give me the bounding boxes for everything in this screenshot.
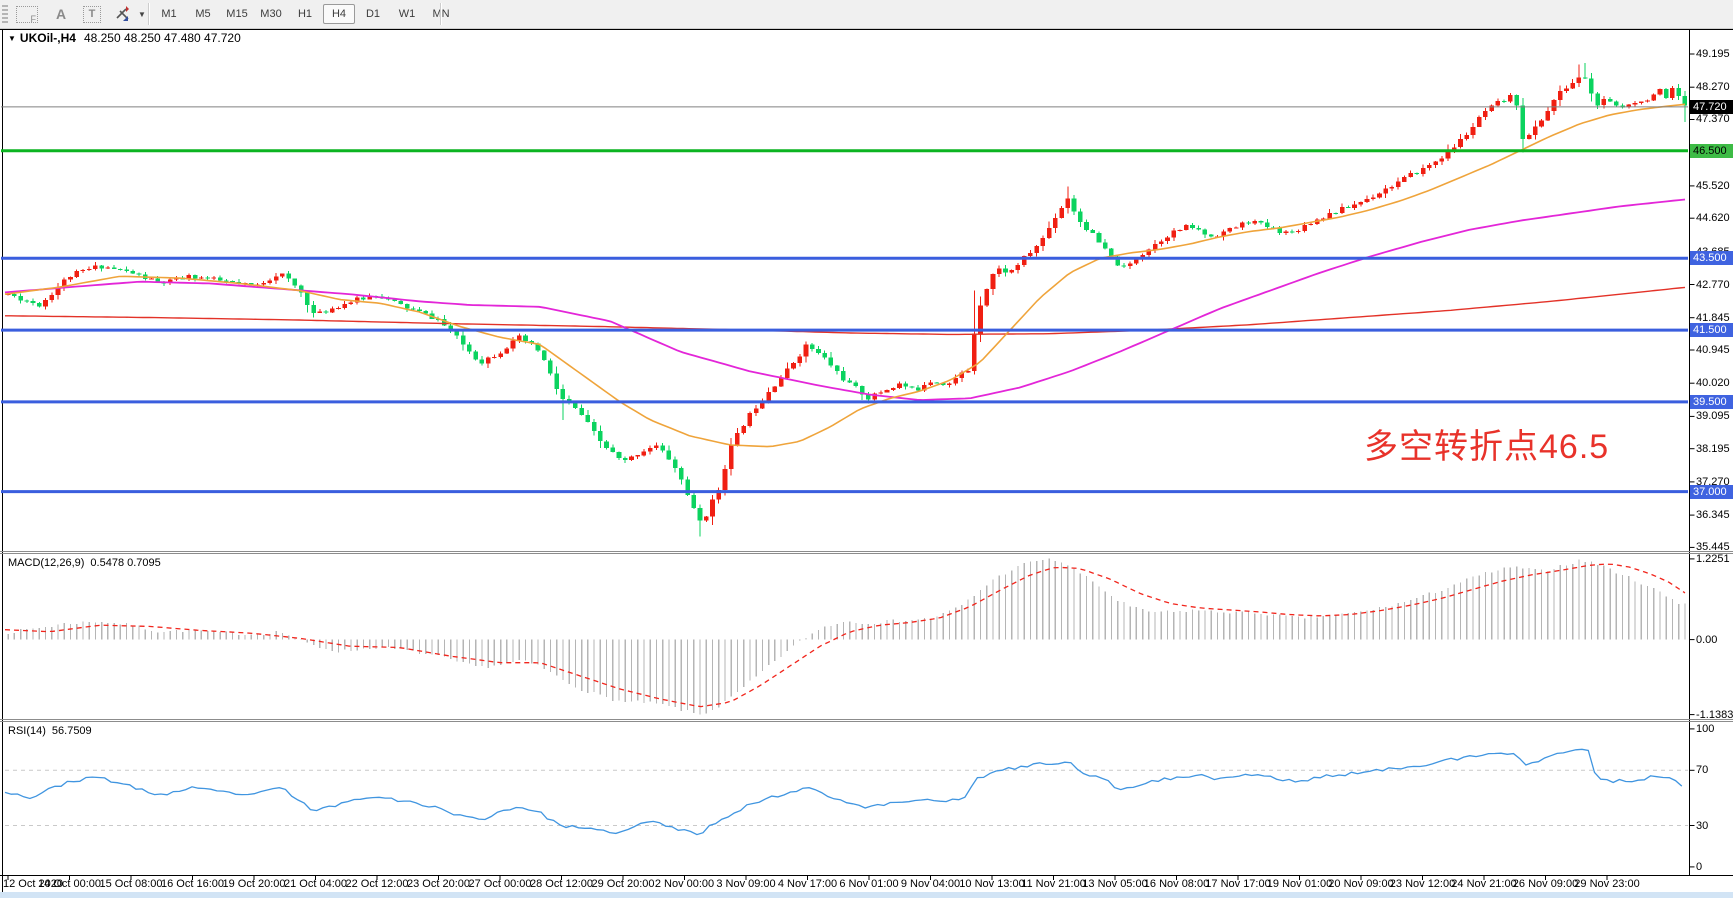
macd-values: 0.5478 0.7095 — [90, 557, 161, 569]
chart-annotation: 多空转折点46.5 — [1364, 428, 1610, 466]
cursor-arrows-icon[interactable] — [112, 3, 134, 25]
rsi-name: RSI(14) — [8, 725, 46, 737]
chevron-down-icon[interactable]: ▼ — [138, 9, 146, 19]
toolbar: F A T ▼ M1M5M15M30H1H4D1W1MN — [0, 0, 1733, 29]
dotted-box: F — [16, 5, 38, 24]
ma-slow-red — [5, 286, 1686, 336]
toolbar-separator — [148, 3, 150, 25]
timeframe-button-m15[interactable]: M15 — [226, 8, 248, 20]
symbol-period-label: UKOil-,H4 — [19, 31, 76, 45]
status-strip — [0, 892, 1733, 898]
font-grid-icon[interactable]: F — [12, 3, 42, 25]
text-box-icon-label: T — [88, 8, 96, 20]
text-annotation-icon[interactable]: A — [50, 3, 72, 25]
ma-mid-magenta — [4, 198, 1686, 401]
rsi-values: 56.7509 — [51, 725, 92, 737]
timeframe-button-w1[interactable]: W1 — [398, 8, 416, 20]
candlestick-series — [5, 62, 1688, 537]
macd-label: MACD(12,26,9) 0.5478 0.7095 — [8, 557, 161, 569]
timeframe-button-m30[interactable]: M30 — [260, 8, 282, 20]
chart-title: ▼ UKOil-,H4 48.250 48.250 47.480 47.720 — [8, 31, 241, 45]
timeframe-button-h1[interactable]: H1 — [297, 8, 313, 20]
rsi-label: RSI(14) 56.7509 — [8, 725, 92, 737]
rsi-line — [4, 748, 1683, 836]
cursor-arrows-glyph — [116, 6, 129, 21]
timeframe-group: M1M5M15M30H1H4D1W1MN — [152, 2, 458, 26]
timeframe-button-m5[interactable]: M5 — [195, 8, 211, 20]
toolbar-separator — [440, 3, 442, 25]
toolbar-grip[interactable] — [2, 5, 8, 23]
symbol-dropdown-icon[interactable]: ▼ — [8, 34, 16, 43]
macd-name: MACD(12,26,9) — [8, 557, 85, 569]
macd-histogram — [7, 558, 1686, 715]
ohlc-quote-line: 48.250 48.250 47.480 47.720 — [83, 31, 241, 45]
ma-fast-orange — [4, 103, 1686, 448]
dotted-box: T — [83, 5, 101, 23]
timeframe-button-h4[interactable]: H4 — [323, 4, 355, 24]
timeframe-button-d1[interactable]: D1 — [365, 8, 381, 20]
text-annotation-icon-label: A — [55, 6, 67, 22]
macd-signal-line — [4, 563, 1686, 708]
text-box-icon[interactable]: T — [80, 3, 104, 25]
font-grid-icon-label: F — [30, 13, 37, 24]
timeframe-button-m1[interactable]: M1 — [161, 8, 177, 20]
